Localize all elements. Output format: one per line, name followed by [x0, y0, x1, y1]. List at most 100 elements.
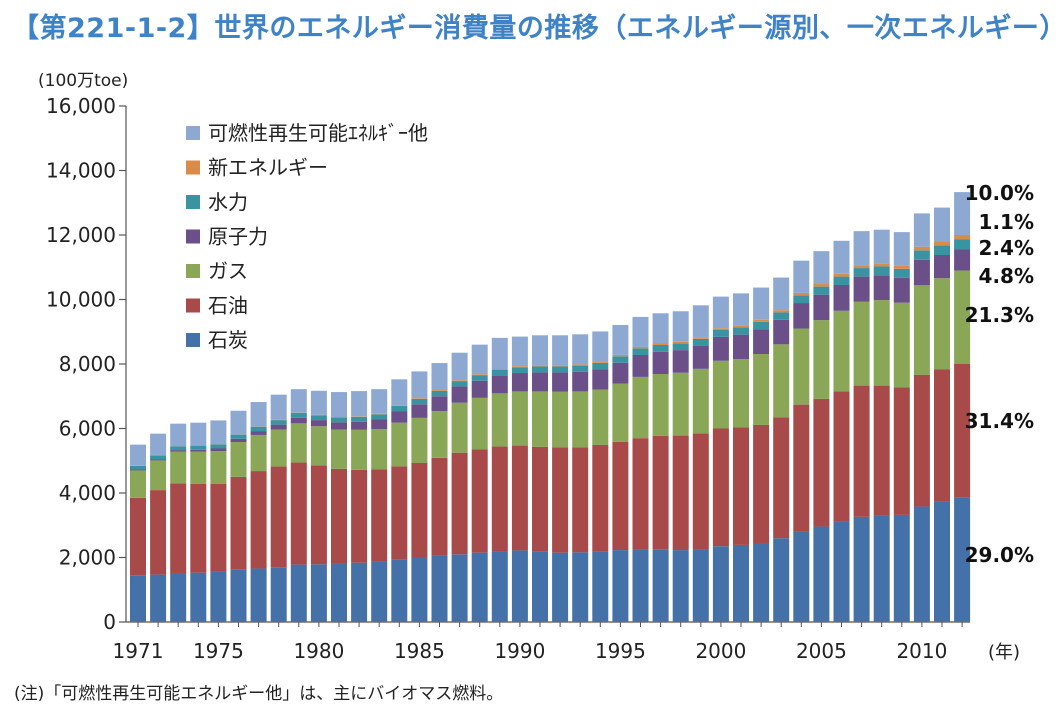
bar-segment [290, 417, 307, 424]
bar-segment [351, 421, 368, 430]
bar-segment [773, 277, 790, 311]
bar-segment [532, 372, 548, 392]
bar-segment [753, 287, 770, 320]
bar-segment [391, 405, 408, 412]
bar-segment [592, 331, 609, 362]
legend-swatch [186, 298, 200, 313]
bar-segment [632, 348, 649, 355]
bar-segment [934, 501, 950, 622]
bar-segment [552, 365, 569, 367]
bar-segment [572, 364, 589, 366]
bar-segment [130, 575, 146, 622]
bar-segment [773, 417, 790, 539]
bar-segment [471, 449, 488, 553]
y-tick-label: 0 [103, 610, 116, 634]
bar-segment [150, 459, 167, 461]
x-tick-label: 1995 [595, 639, 646, 663]
bar-segment [652, 344, 669, 352]
bar-segment [532, 365, 548, 367]
bar-segment [672, 341, 689, 344]
x-tick-label: 2005 [796, 639, 847, 663]
x-tick-label: 1985 [394, 639, 445, 663]
bar-segment [130, 444, 146, 466]
bar-segment [391, 379, 408, 406]
bar-segment [411, 463, 428, 558]
bar-segment [913, 506, 930, 622]
bar-segment [250, 471, 267, 569]
bar-segment [511, 550, 528, 622]
bar-segment [672, 435, 689, 551]
bar-segment [612, 362, 629, 384]
bar-segment [572, 365, 589, 372]
bar-segment [532, 446, 548, 552]
y-tick-label: 12,000 [46, 223, 116, 247]
bar-segment [873, 275, 890, 301]
bar-segment [210, 420, 227, 445]
bar-segment [773, 310, 790, 313]
bar-segment [250, 434, 267, 472]
bar-segment [511, 367, 528, 374]
y-tick-label: 4,000 [59, 481, 116, 505]
bar-segment [371, 414, 388, 420]
bar-segment [793, 328, 810, 405]
bar-segment [934, 241, 950, 246]
bar-segment [592, 389, 609, 445]
bar-segment [471, 344, 488, 375]
bar-segment [773, 312, 790, 320]
bar-segment [833, 273, 850, 277]
bar-segment [632, 316, 649, 347]
bar-segment [471, 374, 488, 376]
bar-segment [190, 449, 207, 452]
bar-segment [310, 415, 327, 421]
bar-segment [310, 426, 327, 466]
bar-segment [692, 337, 709, 339]
bar-segment [592, 361, 609, 363]
bar-segment [532, 551, 548, 622]
bar-segment [813, 398, 830, 527]
bar-segment [411, 404, 428, 418]
bar-segment [391, 559, 408, 622]
bar-segment [290, 389, 307, 413]
bar-segment [733, 327, 749, 335]
bar-segment [532, 335, 548, 366]
bar-segment [753, 329, 770, 355]
bar-segment [511, 445, 528, 551]
bar-segment [954, 249, 971, 271]
bar-segment [310, 390, 327, 415]
share-label: 1.1% [979, 210, 1034, 234]
share-label: 31.4% [965, 409, 1034, 433]
bar-segment [371, 429, 388, 470]
bar-segment [712, 329, 729, 337]
bar-segment [371, 561, 388, 622]
y-tick-label: 8,000 [59, 352, 116, 376]
bar-segment [733, 427, 749, 545]
bar-segment [753, 321, 770, 330]
bar-segment [873, 385, 890, 516]
bar-segment [853, 276, 870, 302]
bar-segment [692, 338, 709, 346]
bar-segment [431, 555, 448, 622]
bar-segment [692, 433, 709, 550]
bar-segment [712, 360, 729, 429]
bar-segment [170, 483, 187, 573]
bar-segment [733, 334, 749, 360]
legend-label: 原子力 [208, 225, 268, 249]
bar-segment [270, 429, 287, 467]
bar-segment [491, 369, 508, 376]
bar-segment [431, 457, 448, 556]
bar-segment [793, 531, 810, 622]
y-tick-label: 6,000 [59, 417, 116, 441]
bar-segment [813, 284, 830, 287]
bar-segment [310, 465, 327, 565]
bar-segment [773, 538, 790, 622]
bar-segment [893, 277, 910, 303]
bar-segment [150, 490, 167, 575]
bar-segment [652, 313, 669, 344]
bar-segment [411, 398, 428, 405]
y-tick-label: 14,000 [46, 159, 116, 183]
bar-segment [572, 334, 589, 365]
bar-segment [411, 417, 428, 464]
bar-segment [913, 250, 930, 260]
bar-segment [692, 368, 709, 434]
bar-segment [532, 366, 548, 373]
